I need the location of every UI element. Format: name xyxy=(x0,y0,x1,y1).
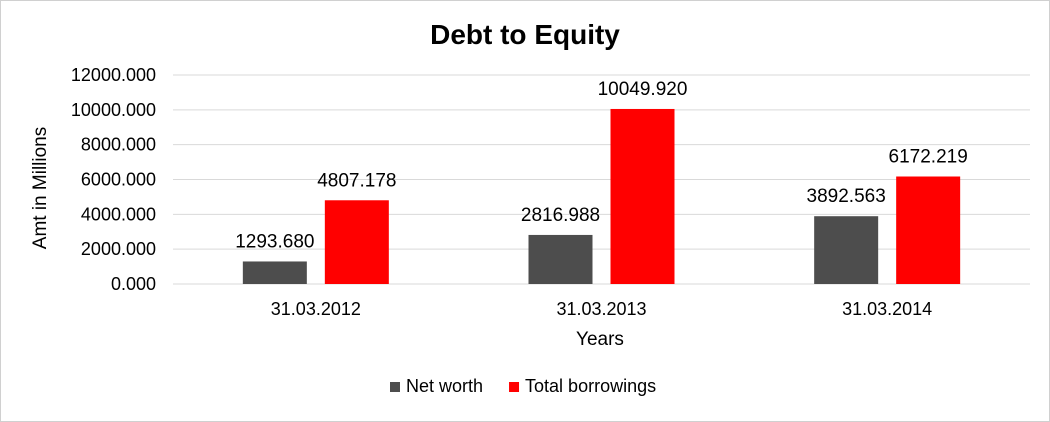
data-labels: 1293.680 4807.178 2816.988 10049.920 3892.56… xyxy=(235,79,968,253)
chart-title: Debt to Equity xyxy=(430,19,620,50)
y-tick-label: 4000.000 xyxy=(81,204,156,224)
bar xyxy=(896,176,961,284)
data-label: 10049.920 xyxy=(598,79,688,100)
bar xyxy=(528,234,593,284)
x-axis-ticks: 31.03.2012 31.03.2013 31.03.2014 xyxy=(271,299,932,319)
data-label: 2816.988 xyxy=(521,205,600,226)
gridlines xyxy=(173,74,1030,285)
legend-swatch xyxy=(509,382,520,392)
bar xyxy=(242,261,307,284)
bar xyxy=(610,108,675,284)
x-tick-label: 31.03.2013 xyxy=(556,299,646,319)
y-tick-label: 8000.000 xyxy=(81,135,156,155)
x-tick-label: 31.03.2014 xyxy=(842,299,932,319)
y-axis-title: Amt in Millions xyxy=(30,127,51,249)
x-tick-label: 31.03.2012 xyxy=(271,299,361,319)
legend-swatch xyxy=(390,382,400,392)
y-tick-label: 12000.000 xyxy=(71,65,156,85)
bar xyxy=(324,200,389,284)
legend-label: Total borrowings xyxy=(525,376,656,396)
y-tick-label: 0.000 xyxy=(111,274,156,294)
data-label: 6172.219 xyxy=(889,147,968,168)
data-label: 4807.178 xyxy=(317,170,396,191)
y-tick-label: 6000.000 xyxy=(81,170,156,190)
data-label: 3892.563 xyxy=(807,186,886,207)
legend-label: Net worth xyxy=(406,376,483,396)
y-tick-label: 10000.000 xyxy=(71,100,156,120)
bars xyxy=(242,108,961,284)
y-axis-ticks: 0.000 2000.000 4000.000 6000.000 8000.000 100… xyxy=(71,65,156,294)
y-tick-label: 2000.000 xyxy=(81,239,156,259)
bar xyxy=(814,216,879,284)
data-label: 1293.680 xyxy=(235,231,314,252)
x-axis-title: Years xyxy=(576,329,624,350)
legend: Net worth Total borrowings xyxy=(390,376,656,396)
